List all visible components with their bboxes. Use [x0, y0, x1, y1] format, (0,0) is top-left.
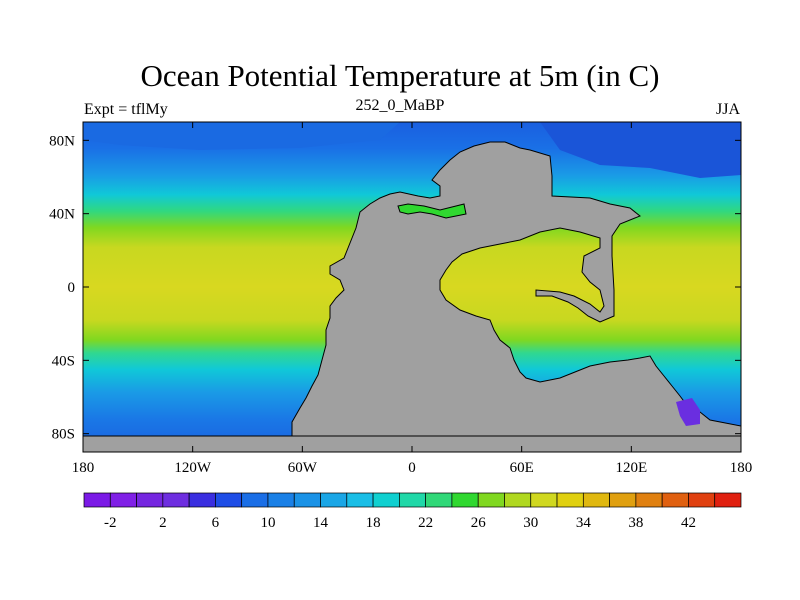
colorbar-swatch	[556, 492, 584, 508]
colorbar-label: 2	[159, 515, 167, 531]
y-tick-label: 80N	[49, 133, 75, 149]
time-label: 252_0_MaBP	[355, 97, 445, 114]
y-tick-label: 40N	[49, 207, 75, 223]
colorbar-swatch	[504, 492, 532, 508]
colorbar-swatch	[162, 492, 190, 508]
x-tick-label: 180	[730, 460, 753, 476]
colorbar-swatch	[215, 492, 243, 508]
colorbar-label: 6	[212, 515, 220, 531]
inland-sea	[397, 203, 467, 219]
colorbar-swatch	[661, 492, 689, 508]
colorbar-swatch	[320, 492, 348, 508]
colorbar-swatch	[399, 492, 426, 508]
experiment-label: Expt = tflMy	[84, 101, 168, 118]
colorbar-label: -2	[104, 515, 117, 531]
colorbar-swatch	[267, 492, 295, 508]
x-tick-label: 180	[72, 460, 95, 476]
y-tick-label: 80S	[52, 427, 75, 443]
colorbar-swatch	[83, 492, 111, 508]
colorbar-swatch	[425, 492, 453, 508]
cold-pocket	[676, 398, 700, 426]
colorbar-swatch	[477, 492, 505, 508]
x-tick-label: 60W	[288, 460, 318, 476]
x-tick-label: 0	[408, 460, 416, 476]
x-axis: 180 120W 60W 0 60E 120E 180	[72, 122, 753, 476]
colorbar-label: 14	[313, 515, 329, 531]
colorbar-swatch	[346, 492, 374, 508]
colorbar-label: 42	[681, 515, 696, 531]
x-tick-label: 120W	[174, 460, 212, 476]
colorbar-swatch	[530, 492, 558, 508]
x-tick-label: 60E	[510, 460, 534, 476]
colorbar-swatch	[293, 492, 321, 508]
colorbar-label: 18	[366, 515, 381, 531]
colorbar-swatch	[241, 492, 269, 508]
colorbar-swatch	[714, 492, 742, 508]
colorbar-label: 34	[576, 515, 592, 531]
colorbar-swatch	[688, 492, 716, 508]
colorbar-swatch	[136, 492, 164, 508]
colorbar-swatch	[188, 492, 216, 508]
y-tick-label: 0	[68, 280, 76, 296]
colorbar-label: 22	[418, 515, 433, 531]
landmass	[291, 141, 742, 437]
colorbar-swatch	[582, 492, 610, 508]
colorbar-label: 30	[523, 515, 538, 531]
colorbar-swatch	[635, 492, 663, 508]
map-title: Ocean Potential Temperature at 5m (in C)	[140, 58, 660, 93]
cold-water-region	[83, 122, 400, 150]
colorbar	[83, 492, 742, 508]
colorbar-swatch	[609, 492, 637, 508]
y-tick-label: 40S	[52, 353, 75, 369]
colorbar-swatch	[372, 492, 400, 508]
cold-water-region	[540, 122, 741, 178]
colorbar-swatch	[109, 492, 137, 508]
colorbar-swatch	[451, 492, 479, 508]
colorbar-labels: -2 2 6 10 14 18 22 26 30 34 38 42	[104, 515, 696, 531]
season-label: JJA	[715, 101, 740, 118]
map-panel: 180 120W 60W 0 60E 120E 180 80N 40N 0 40S 80S	[49, 121, 753, 476]
y-axis: 80N 40N 0 40S 80S	[49, 133, 741, 443]
colorbar-label: 26	[471, 515, 487, 531]
x-tick-label: 120E	[615, 460, 647, 476]
colorbar-label: 10	[260, 515, 275, 531]
colorbar-label: 38	[628, 515, 643, 531]
